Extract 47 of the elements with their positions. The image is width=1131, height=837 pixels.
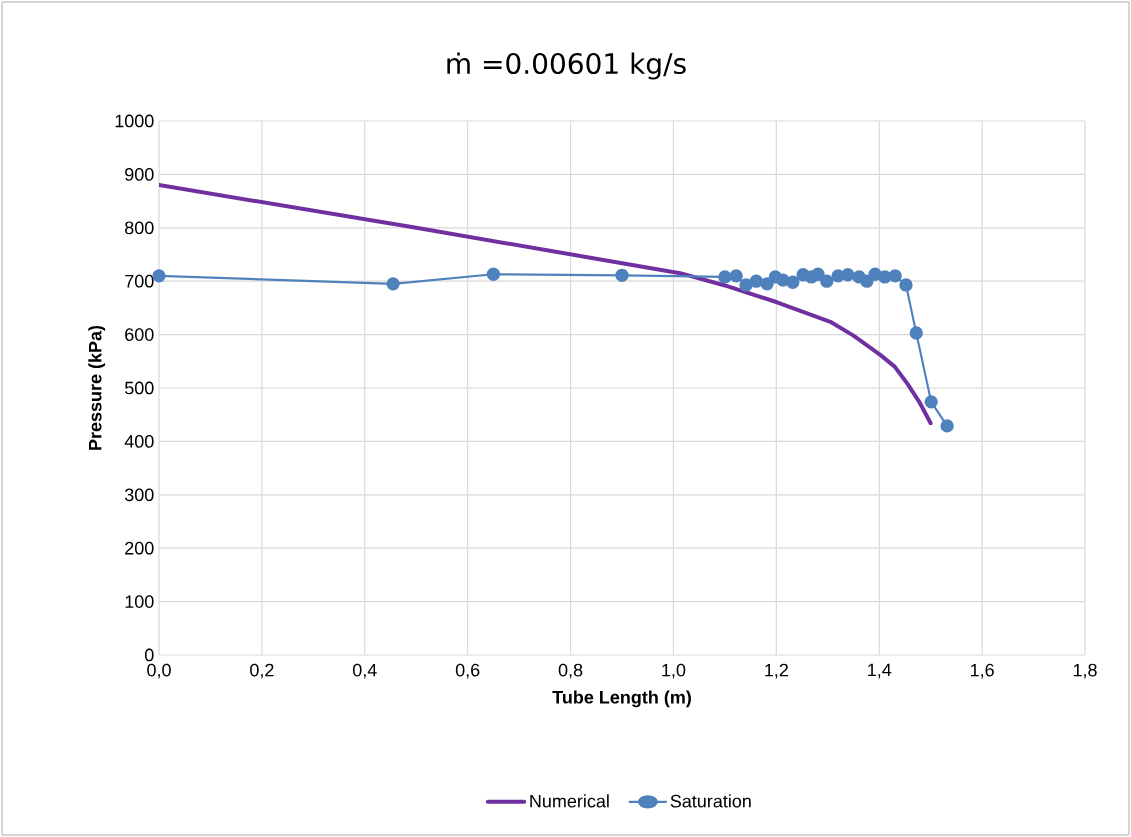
x-tick-label: 0,2 bbox=[250, 663, 274, 679]
x-tick-label: 0,0 bbox=[147, 663, 171, 679]
legend-label: Saturation bbox=[670, 794, 751, 808]
point bbox=[749, 274, 763, 288]
x-tick-label: 1,2 bbox=[765, 663, 788, 679]
point bbox=[786, 275, 800, 289]
x-tick-label: 1,6 bbox=[970, 663, 994, 679]
legend-label: Numerical bbox=[530, 794, 609, 808]
x-tick-label: 0,6 bbox=[455, 663, 480, 679]
point bbox=[860, 274, 874, 288]
y-tick-label: 600 bbox=[125, 328, 154, 341]
y-tick-label: 100 bbox=[125, 595, 154, 608]
point bbox=[820, 274, 834, 288]
y-tick-label: 400 bbox=[124, 435, 154, 448]
x-axis-title: Tube Length (m) bbox=[552, 690, 691, 708]
x-tick-label: 0,4 bbox=[352, 663, 377, 679]
y-tick-label: 900 bbox=[125, 168, 154, 181]
point bbox=[615, 268, 629, 282]
x-tick-label: 0,8 bbox=[558, 663, 583, 679]
point bbox=[739, 278, 753, 292]
point bbox=[386, 277, 400, 291]
y-tick-label: 500 bbox=[124, 381, 154, 395]
point bbox=[152, 269, 166, 283]
x-tick-label: 1,8 bbox=[1073, 663, 1097, 679]
point bbox=[718, 270, 732, 284]
point bbox=[899, 278, 913, 292]
y-tick-label: 300 bbox=[124, 488, 154, 502]
point bbox=[760, 277, 774, 291]
y-tick-label: 1000 bbox=[115, 114, 154, 128]
point bbox=[811, 267, 825, 281]
y-tick-label: 200 bbox=[125, 541, 154, 555]
chart-title: ṁ =0.00601 kg/s bbox=[447, 52, 686, 80]
y-tick-label: 700 bbox=[125, 274, 154, 288]
point bbox=[940, 419, 954, 433]
point bbox=[924, 395, 938, 409]
x-tick-label: 1,0 bbox=[662, 663, 686, 679]
y-tick-label: 800 bbox=[125, 221, 154, 235]
point bbox=[909, 326, 923, 340]
point bbox=[729, 269, 743, 283]
y-axis-title: Pressure (kPa) bbox=[88, 325, 106, 450]
y-tick-label: 0 bbox=[145, 648, 154, 662]
point bbox=[486, 267, 501, 281]
point bbox=[841, 268, 855, 282]
point bbox=[888, 269, 902, 283]
x-tick-label: 1,4 bbox=[868, 663, 892, 679]
point bbox=[878, 270, 892, 284]
line-series bbox=[159, 183, 933, 426]
